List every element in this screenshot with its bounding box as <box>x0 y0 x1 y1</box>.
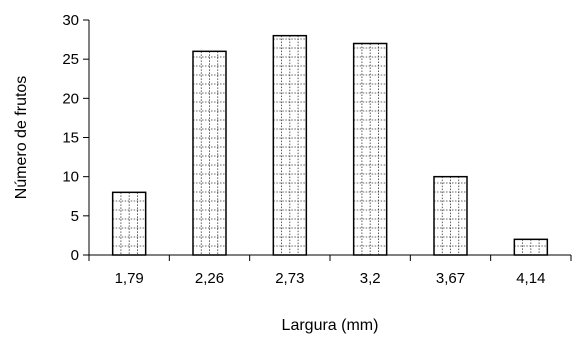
bar-3 <box>272 34 308 256</box>
bar-5 <box>433 175 468 256</box>
y-tick-label: 20 <box>62 90 79 107</box>
x-tick-label: 1,79 <box>115 270 144 287</box>
y-axis-title: Número de frutos <box>13 76 30 200</box>
bar-4 <box>352 42 388 256</box>
y-tick-label: 15 <box>62 130 79 147</box>
x-axis-ticks: 1,79 2,26 2,73 3,2 3,67 4,14 <box>88 255 572 287</box>
y-tick-label: 5 <box>71 208 79 225</box>
bar-1 <box>111 191 147 256</box>
x-axis-title: Largura (mm) <box>282 317 379 334</box>
y-tick-label: 25 <box>62 51 79 68</box>
plot-area <box>111 34 549 256</box>
x-tick-label: 4,14 <box>516 270 545 287</box>
x-tick-label: 2,73 <box>275 270 304 287</box>
x-tick-label: 3,67 <box>436 270 465 287</box>
bar-2 <box>192 50 227 256</box>
x-tick-label: 2,26 <box>195 270 224 287</box>
x-tick-label: 3,2 <box>360 270 381 287</box>
bar-6 <box>513 238 549 256</box>
y-tick-label: 0 <box>71 247 79 264</box>
y-axis-ticks: 0 5 10 15 20 25 30 <box>62 12 89 264</box>
y-tick-label: 10 <box>62 169 79 186</box>
y-tick-label: 30 <box>62 12 79 29</box>
